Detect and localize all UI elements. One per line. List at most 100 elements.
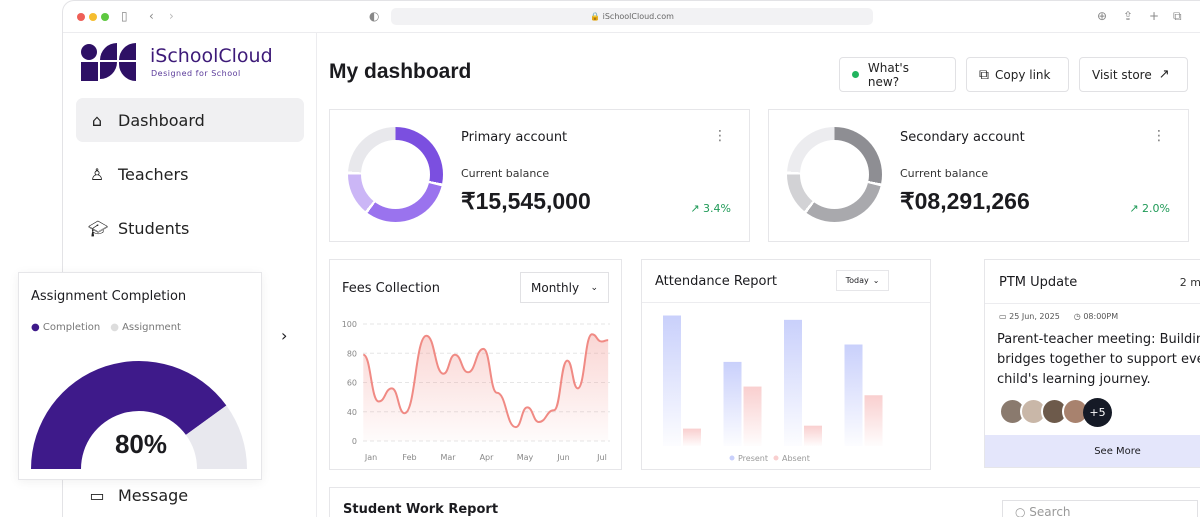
button-label: Copy link <box>995 67 1051 82</box>
back-icon[interactable]: ‹ <box>149 9 154 23</box>
message-icon: ▭ <box>89 485 105 505</box>
address-bar[interactable]: 🔒 iSchoolCloud.com <box>391 8 873 25</box>
ptm-time: 08:00PM <box>1083 312 1119 321</box>
attendance-bar-chart: Present Absent <box>663 315 883 463</box>
x-tick-label: Jan <box>364 453 377 462</box>
search-icon: ○ <box>1015 505 1030 517</box>
browser-toolbar: ▯ ‹ › ◐ 🔒 iSchoolCloud.com ⊕ ⇪ + ⧉ <box>63 1 1200 33</box>
x-tick-label: Feb <box>402 453 416 462</box>
x-tick-label: Jul <box>596 453 607 462</box>
sidebar-item-label: Students <box>118 218 190 238</box>
bar-present <box>844 344 863 446</box>
shield-icon: ◐ <box>369 9 380 23</box>
change-value: 3.4% <box>703 202 731 215</box>
button-label: What's new? <box>867 60 909 89</box>
bar-absent <box>864 395 883 446</box>
see-more-button[interactable]: See More <box>985 435 1200 467</box>
copy-link-button[interactable]: ⧉ Copy link <box>966 57 1069 92</box>
sidebar-item-label: Message <box>118 485 189 505</box>
card-title: Assignment Completion <box>31 289 187 304</box>
bar-absent <box>804 425 822 446</box>
select-value: Today <box>845 276 869 285</box>
status-dot-icon <box>852 71 859 78</box>
more-options-icon[interactable]: ⋮ <box>713 128 727 144</box>
legend-label: Present <box>738 454 768 463</box>
ptm-text: Parent-teacher meeting: Building bridges… <box>997 332 1200 387</box>
period-select[interactable]: Today ⌄ <box>836 270 889 291</box>
more-options-icon[interactable]: ⋮ <box>1152 128 1166 144</box>
gauge-chart <box>31 361 247 469</box>
share-icon[interactable]: ⇪ <box>1123 9 1134 23</box>
bar-present <box>663 315 681 446</box>
select-value: Monthly <box>531 280 580 295</box>
x-tick-label: Apr <box>480 453 495 462</box>
attendance-report-card: Attendance Report Today ⌄ Present Absent <box>641 259 931 470</box>
card-title: PTM Update <box>999 275 1078 290</box>
student-work-report-card: Student Work Report ○ Search <box>329 487 1200 517</box>
bar-present <box>723 361 742 446</box>
y-tick-label: 100 <box>342 320 357 329</box>
gauge-remaining-arc <box>185 405 247 469</box>
fees-line <box>362 333 609 429</box>
balance-change: ↗ 3.4% <box>690 202 731 215</box>
maximize-window-button[interactable] <box>101 13 109 21</box>
legend-dot-icon: ● <box>31 322 43 333</box>
brand-tagline: Designed for School <box>151 69 241 78</box>
main-content: My dashboard What's new? ⧉ Copy link Visi… <box>317 33 1200 517</box>
fees-line-chart: 0 40 60 80 100 Jan Feb Mar Apr May Jun Jul <box>342 320 610 462</box>
download-icon[interactable]: ⊕ <box>1097 9 1108 23</box>
tabs-icon[interactable]: ⧉ <box>1173 9 1182 23</box>
bar-absent <box>683 428 701 446</box>
sidebar-item-message[interactable]: ▭ Message <box>76 473 304 517</box>
ptm-date: 25 Jun, 2025 <box>1009 312 1060 321</box>
legend-dot-icon <box>773 455 779 461</box>
y-tick-label: 60 <box>347 379 357 388</box>
legend-dot-icon: ● <box>110 322 123 333</box>
gauge-value: 80% <box>114 429 168 459</box>
button-label: Visit store <box>1092 67 1152 82</box>
secondary-donut-chart <box>787 127 882 222</box>
bar-absent <box>743 386 762 446</box>
url-text: iSchoolCloud.com <box>602 12 674 21</box>
legend-label: Completion <box>42 322 101 333</box>
time-ago: 2 min ago <box>1179 276 1200 289</box>
sidebar-toggle-icon[interactable]: ▯ <box>121 9 128 23</box>
calendar-icon: ▭ <box>999 312 1010 321</box>
browser-window: ▯ ‹ › ◐ 🔒 iSchoolCloud.com ⊕ ⇪ + ⧉ iScho… <box>62 0 1200 517</box>
fees-collection-card: Fees Collection Monthly ⌄ 0 40 60 80 100 Jan Fe… <box>329 259 622 470</box>
ptm-meta: ▭ 25 Jun, 2025 ◷ 08:00PM <box>999 312 1118 321</box>
primary-account-card: Primary account ⋮ Current balance ₹15,54… <box>329 109 750 242</box>
legend-dot-icon <box>729 455 735 461</box>
period-select[interactable]: Monthly ⌄ <box>520 272 609 303</box>
search-input[interactable]: ○ Search <box>1002 500 1198 517</box>
whats-new-button[interactable]: What's new? <box>839 57 956 92</box>
trend-up-icon: ↗ <box>690 202 704 215</box>
card-title: Student Work Report <box>343 502 499 517</box>
chevron-down-icon: ⌄ <box>590 282 598 293</box>
balance-label: Current balance <box>900 167 989 180</box>
new-tab-icon[interactable]: + <box>1149 9 1160 23</box>
user-icon: ♙ <box>89 164 105 184</box>
x-tick-label: May <box>517 453 534 462</box>
close-window-button[interactable] <box>77 13 85 21</box>
card-title: Attendance Report <box>655 274 777 289</box>
search-placeholder: Search <box>1029 505 1071 517</box>
x-tick-label: Jun <box>556 453 570 462</box>
forward-icon[interactable]: › <box>169 9 174 23</box>
chevron-right-icon[interactable]: › <box>281 326 288 345</box>
visit-store-button[interactable]: Visit store ↗ <box>1079 57 1188 92</box>
more-attendees-badge[interactable]: +5 <box>1083 398 1112 427</box>
secondary-account-card: Secondary account ⋮ Current balance ₹08,… <box>768 109 1189 242</box>
x-tick-label: Mar <box>440 453 456 462</box>
page-title: My dashboard <box>329 60 472 83</box>
sidebar-item-label: Teachers <box>118 164 189 184</box>
sidebar: iSchoolCloud Designed for School ⌂ Dashbo… <box>63 33 317 517</box>
sidebar-item-dashboard[interactable]: ⌂ Dashboard <box>76 98 304 142</box>
change-value: 2.0% <box>1142 202 1170 215</box>
sidebar-item-students[interactable]: 🎓︎ Students <box>76 206 304 250</box>
sidebar-item-teachers[interactable]: ♙ Teachers <box>76 152 304 196</box>
minimize-window-button[interactable] <box>89 13 97 21</box>
chevron-down-icon: ⌄ <box>872 276 880 285</box>
balance-value: ₹15,545,000 <box>461 188 591 214</box>
account-title: Secondary account <box>900 130 1025 145</box>
